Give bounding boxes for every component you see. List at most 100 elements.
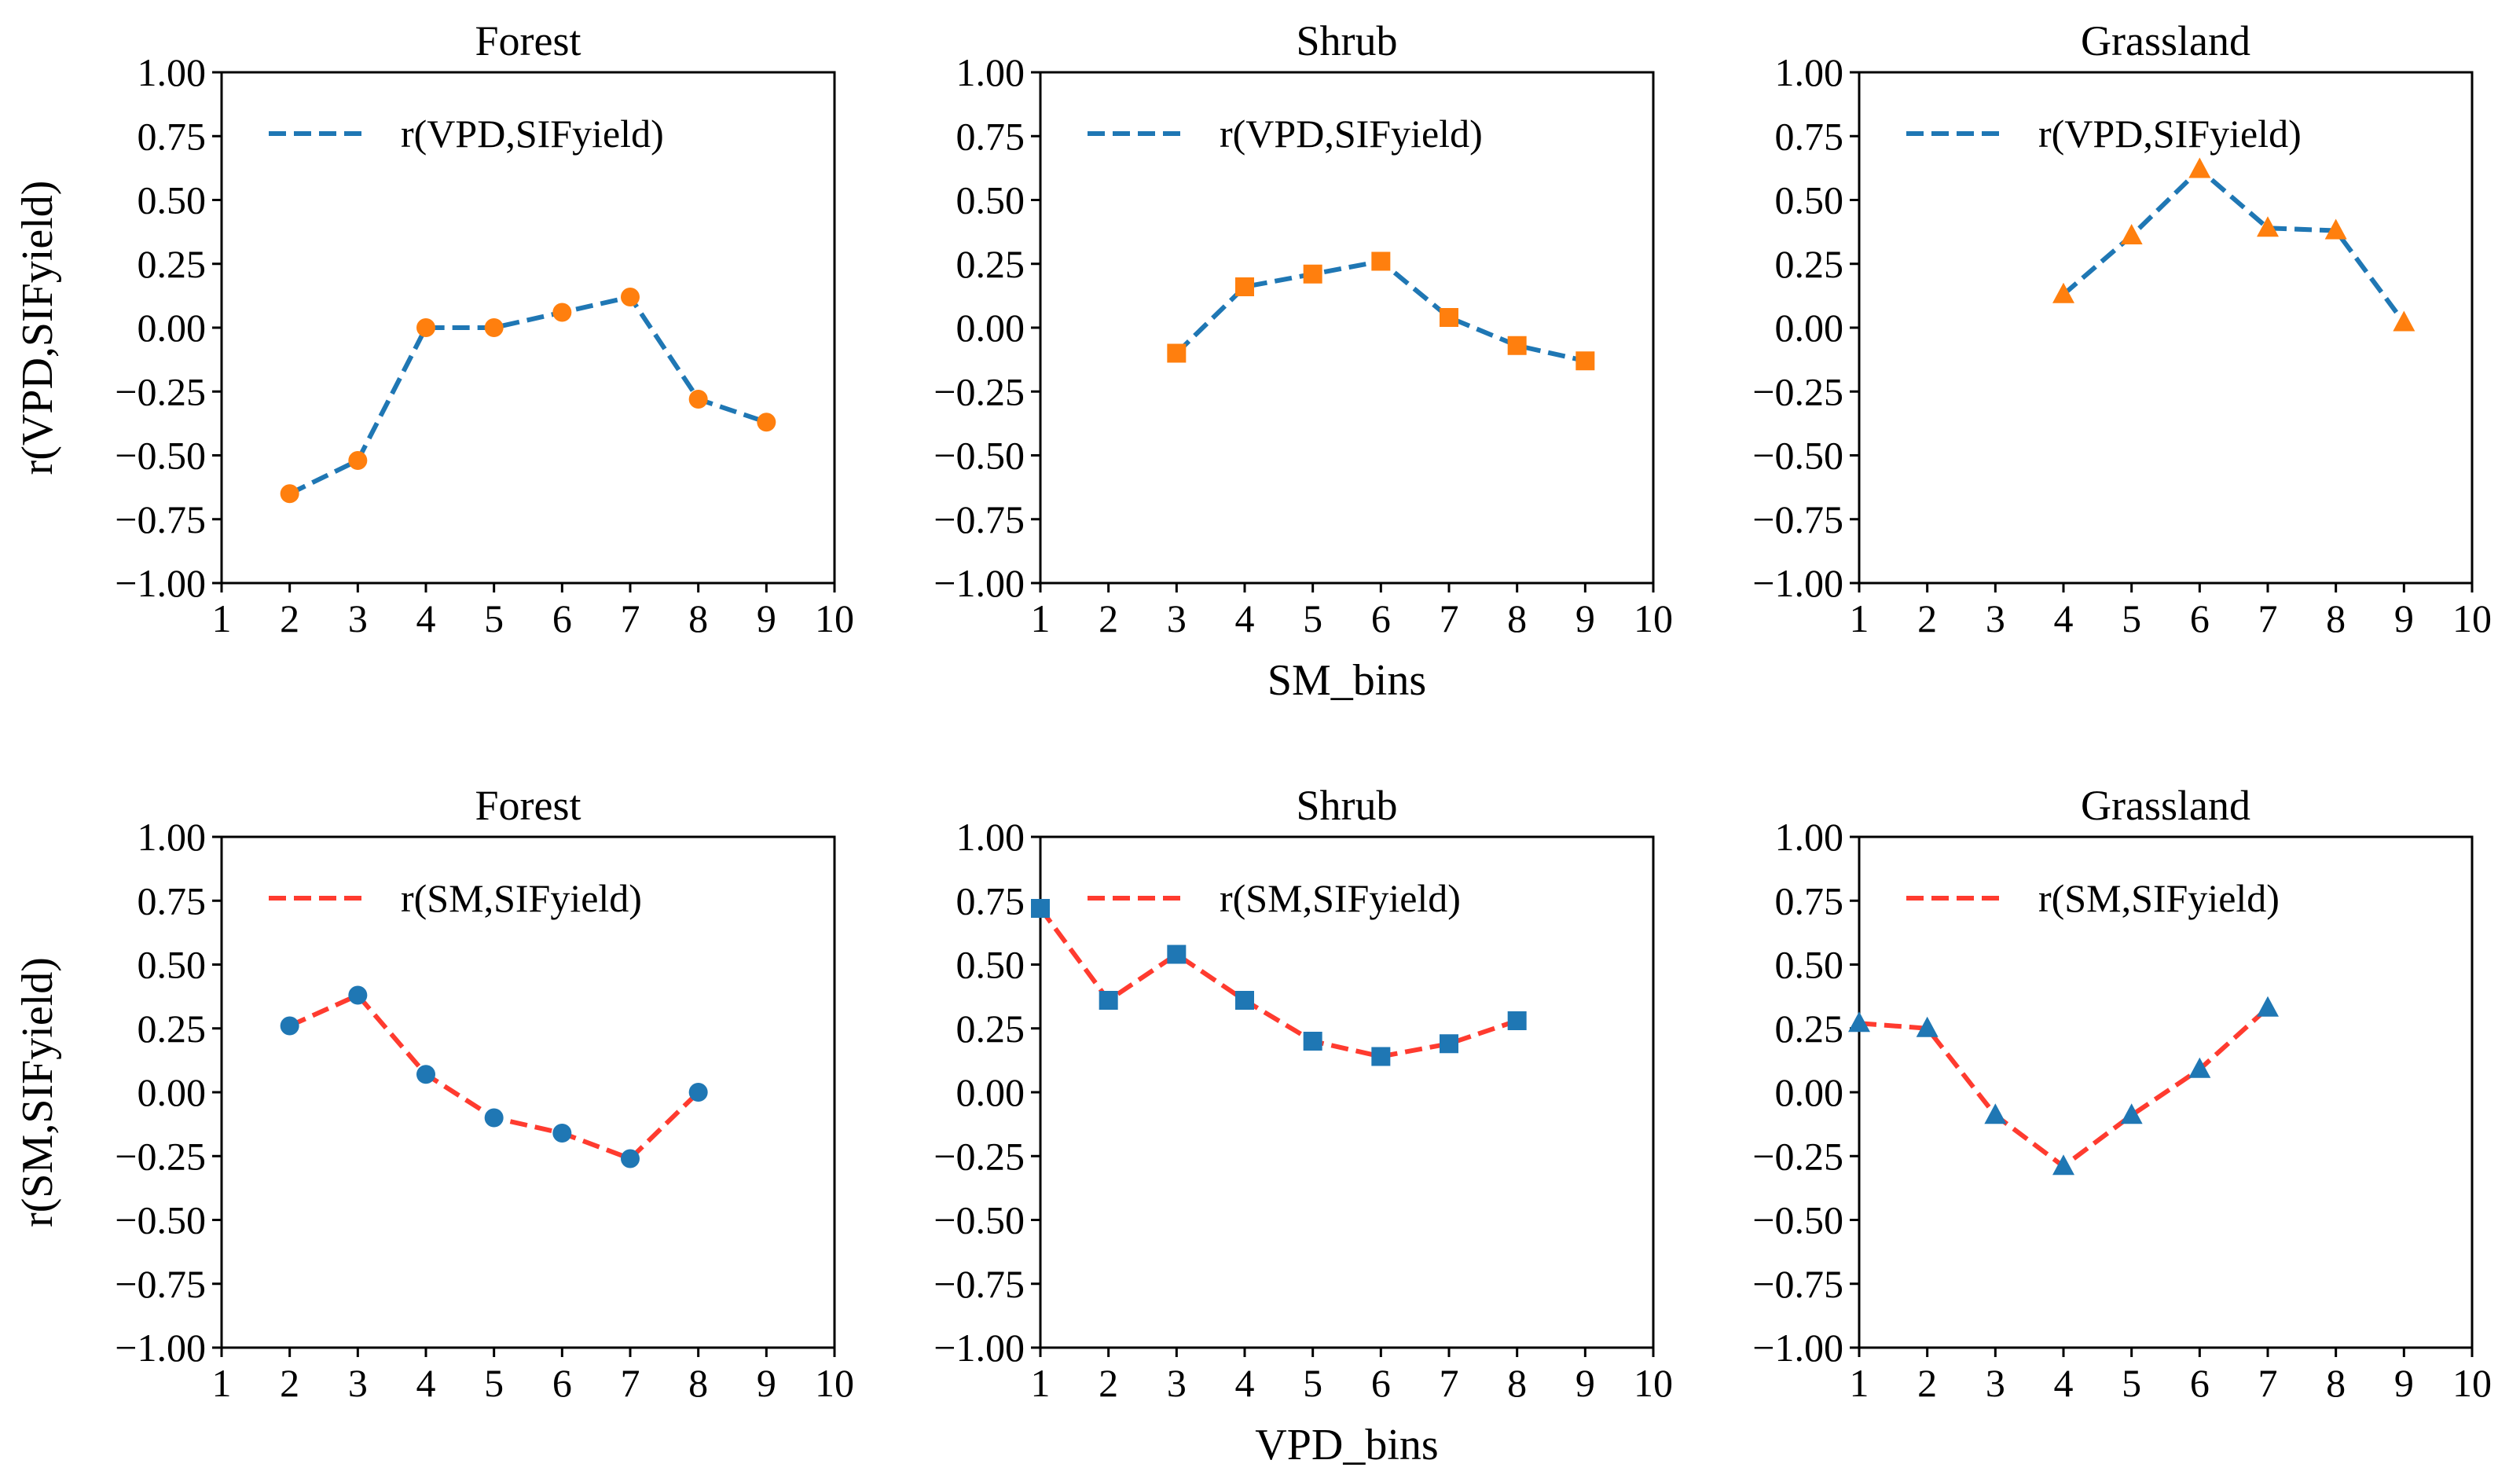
data-point-6 xyxy=(552,303,572,322)
x-tick-label: 1 xyxy=(212,596,232,640)
chart-title: Shrub xyxy=(1296,782,1397,829)
x-tick-label: 8 xyxy=(688,596,708,640)
y-tick-label: 0.25 xyxy=(138,242,207,286)
y-tick-label: −0.75 xyxy=(115,497,206,541)
x-tick-label: 9 xyxy=(757,1361,776,1405)
data-point-5 xyxy=(1303,264,1322,284)
x-tick-label: 8 xyxy=(1507,1361,1527,1405)
y-tick-label: −0.50 xyxy=(115,1198,206,1242)
y-tick-label: 0.75 xyxy=(138,879,207,923)
y-axis-label: r(SM,SIFyield) xyxy=(13,957,62,1227)
data-point-6 xyxy=(1371,251,1391,271)
y-tick-label: −0.50 xyxy=(1752,434,1843,478)
y-tick-label: −0.75 xyxy=(115,1262,206,1306)
y-tick-label: 0.25 xyxy=(138,1007,207,1051)
x-tick-label: 9 xyxy=(2394,596,2414,640)
y-tick-label: −1.00 xyxy=(115,561,206,605)
x-tick-label: 8 xyxy=(2326,1361,2346,1405)
x-tick-label: 5 xyxy=(1303,1361,1322,1405)
data-point-4 xyxy=(2052,282,2074,303)
x-tick-label: 3 xyxy=(348,596,368,640)
y-tick-label: 0.50 xyxy=(1775,943,1844,987)
data-point-3 xyxy=(348,451,368,470)
y-tick-label: −0.25 xyxy=(115,1134,206,1178)
y-tick-label: −0.75 xyxy=(934,497,1025,541)
chart-title: Forest xyxy=(475,17,581,64)
y-tick-label: 1.00 xyxy=(138,50,207,94)
y-tick-label: 0.00 xyxy=(138,306,207,350)
x-tick-label: 10 xyxy=(2452,1361,2492,1405)
x-tick-label: 3 xyxy=(1986,1361,2005,1405)
x-tick-label: 2 xyxy=(1099,596,1118,640)
x-tick-label: 2 xyxy=(280,1361,299,1405)
y-tick-label: 0.25 xyxy=(956,242,1025,286)
x-tick-label: 1 xyxy=(212,1361,232,1405)
x-tick-label: 4 xyxy=(2054,1361,2074,1405)
y-tick-label: −1.00 xyxy=(115,1326,206,1370)
y-tick-label: 0.50 xyxy=(138,943,207,987)
y-tick-label: −0.25 xyxy=(1752,369,1843,413)
x-tick-label: 5 xyxy=(2122,1361,2141,1405)
x-axis-label: VPD_bins xyxy=(1255,1421,1438,1469)
x-tick-label: 6 xyxy=(552,1361,572,1405)
y-tick-label: −1.00 xyxy=(1752,1326,1843,1370)
y-tick-label: −0.50 xyxy=(934,1198,1025,1242)
data-point-6 xyxy=(2188,157,2211,178)
x-tick-label: 10 xyxy=(2452,596,2492,640)
data-point-4 xyxy=(1235,991,1254,1010)
x-tick-label: 4 xyxy=(416,1361,436,1405)
data-point-3 xyxy=(1984,1103,2007,1124)
y-tick-label: 0.00 xyxy=(138,1070,207,1114)
data-point-4 xyxy=(2052,1154,2074,1176)
chart-panel-5: Shrub −1.00 −0.75 −0.50 −0.25 0.00 0.25 0.50 0.7… xyxy=(934,782,1673,1469)
x-tick-label: 4 xyxy=(1235,1361,1255,1405)
chart-title: Grassland xyxy=(2081,17,2250,64)
y-tick-label: 0.00 xyxy=(956,306,1025,350)
y-tick-label: 0.75 xyxy=(138,114,207,158)
y-tick-label: 0.25 xyxy=(1775,1007,1844,1051)
y-tick-label: 1.00 xyxy=(956,50,1025,94)
data-point-9 xyxy=(1575,351,1595,371)
x-tick-label: 3 xyxy=(1167,1361,1187,1405)
y-tick-label: 0.25 xyxy=(1775,242,1844,286)
data-point-1 xyxy=(1031,899,1050,918)
data-point-8 xyxy=(688,390,708,409)
x-tick-label: 7 xyxy=(621,1361,640,1405)
data-point-2 xyxy=(280,484,299,504)
series-line xyxy=(288,992,700,1161)
data-point-3 xyxy=(1167,343,1187,363)
chart-title: Grassland xyxy=(2081,782,2250,829)
x-tick-label: 10 xyxy=(1634,596,1673,640)
legend-label: r(VPD,SIFyield) xyxy=(1220,112,1483,156)
data-point-2 xyxy=(1099,991,1118,1010)
y-tick-label: 0.00 xyxy=(1775,1070,1844,1114)
legend-label: r(VPD,SIFyield) xyxy=(2038,112,2302,156)
y-tick-label: 1.00 xyxy=(1775,815,1844,859)
x-tick-label: 3 xyxy=(348,1361,368,1405)
series-line xyxy=(2062,166,2406,325)
y-tick-label: −0.75 xyxy=(934,1262,1025,1306)
data-point-9 xyxy=(757,413,776,432)
legend-label: r(SM,SIFyield) xyxy=(401,876,642,920)
data-point-7 xyxy=(621,288,640,306)
x-tick-label: 9 xyxy=(2394,1361,2414,1405)
y-axis-label: r(VPD,SIFyield) xyxy=(13,181,62,475)
chart-panel-2: Shrub −1.00 −0.75 −0.50 −0.25 0.00 0.25 0.50 0.7… xyxy=(934,17,1673,705)
data-point-8 xyxy=(688,1083,708,1102)
x-tick-label: 1 xyxy=(1031,1361,1051,1405)
data-point-4 xyxy=(416,318,435,337)
data-point-4 xyxy=(416,1065,435,1084)
data-point-7 xyxy=(1440,1034,1458,1054)
data-point-7 xyxy=(2257,216,2279,237)
data-point-6 xyxy=(2188,1057,2211,1078)
y-tick-label: −0.25 xyxy=(934,1134,1025,1178)
series-line xyxy=(288,294,768,496)
x-tick-label: 8 xyxy=(2326,596,2346,640)
data-point-5 xyxy=(2120,224,2143,244)
y-tick-label: 0.00 xyxy=(956,1070,1025,1114)
x-tick-label: 5 xyxy=(2122,596,2141,640)
series-line xyxy=(1038,907,1518,1059)
x-tick-label: 7 xyxy=(2258,1361,2278,1405)
x-tick-label: 8 xyxy=(1507,596,1527,640)
x-tick-label: 7 xyxy=(2258,596,2278,640)
